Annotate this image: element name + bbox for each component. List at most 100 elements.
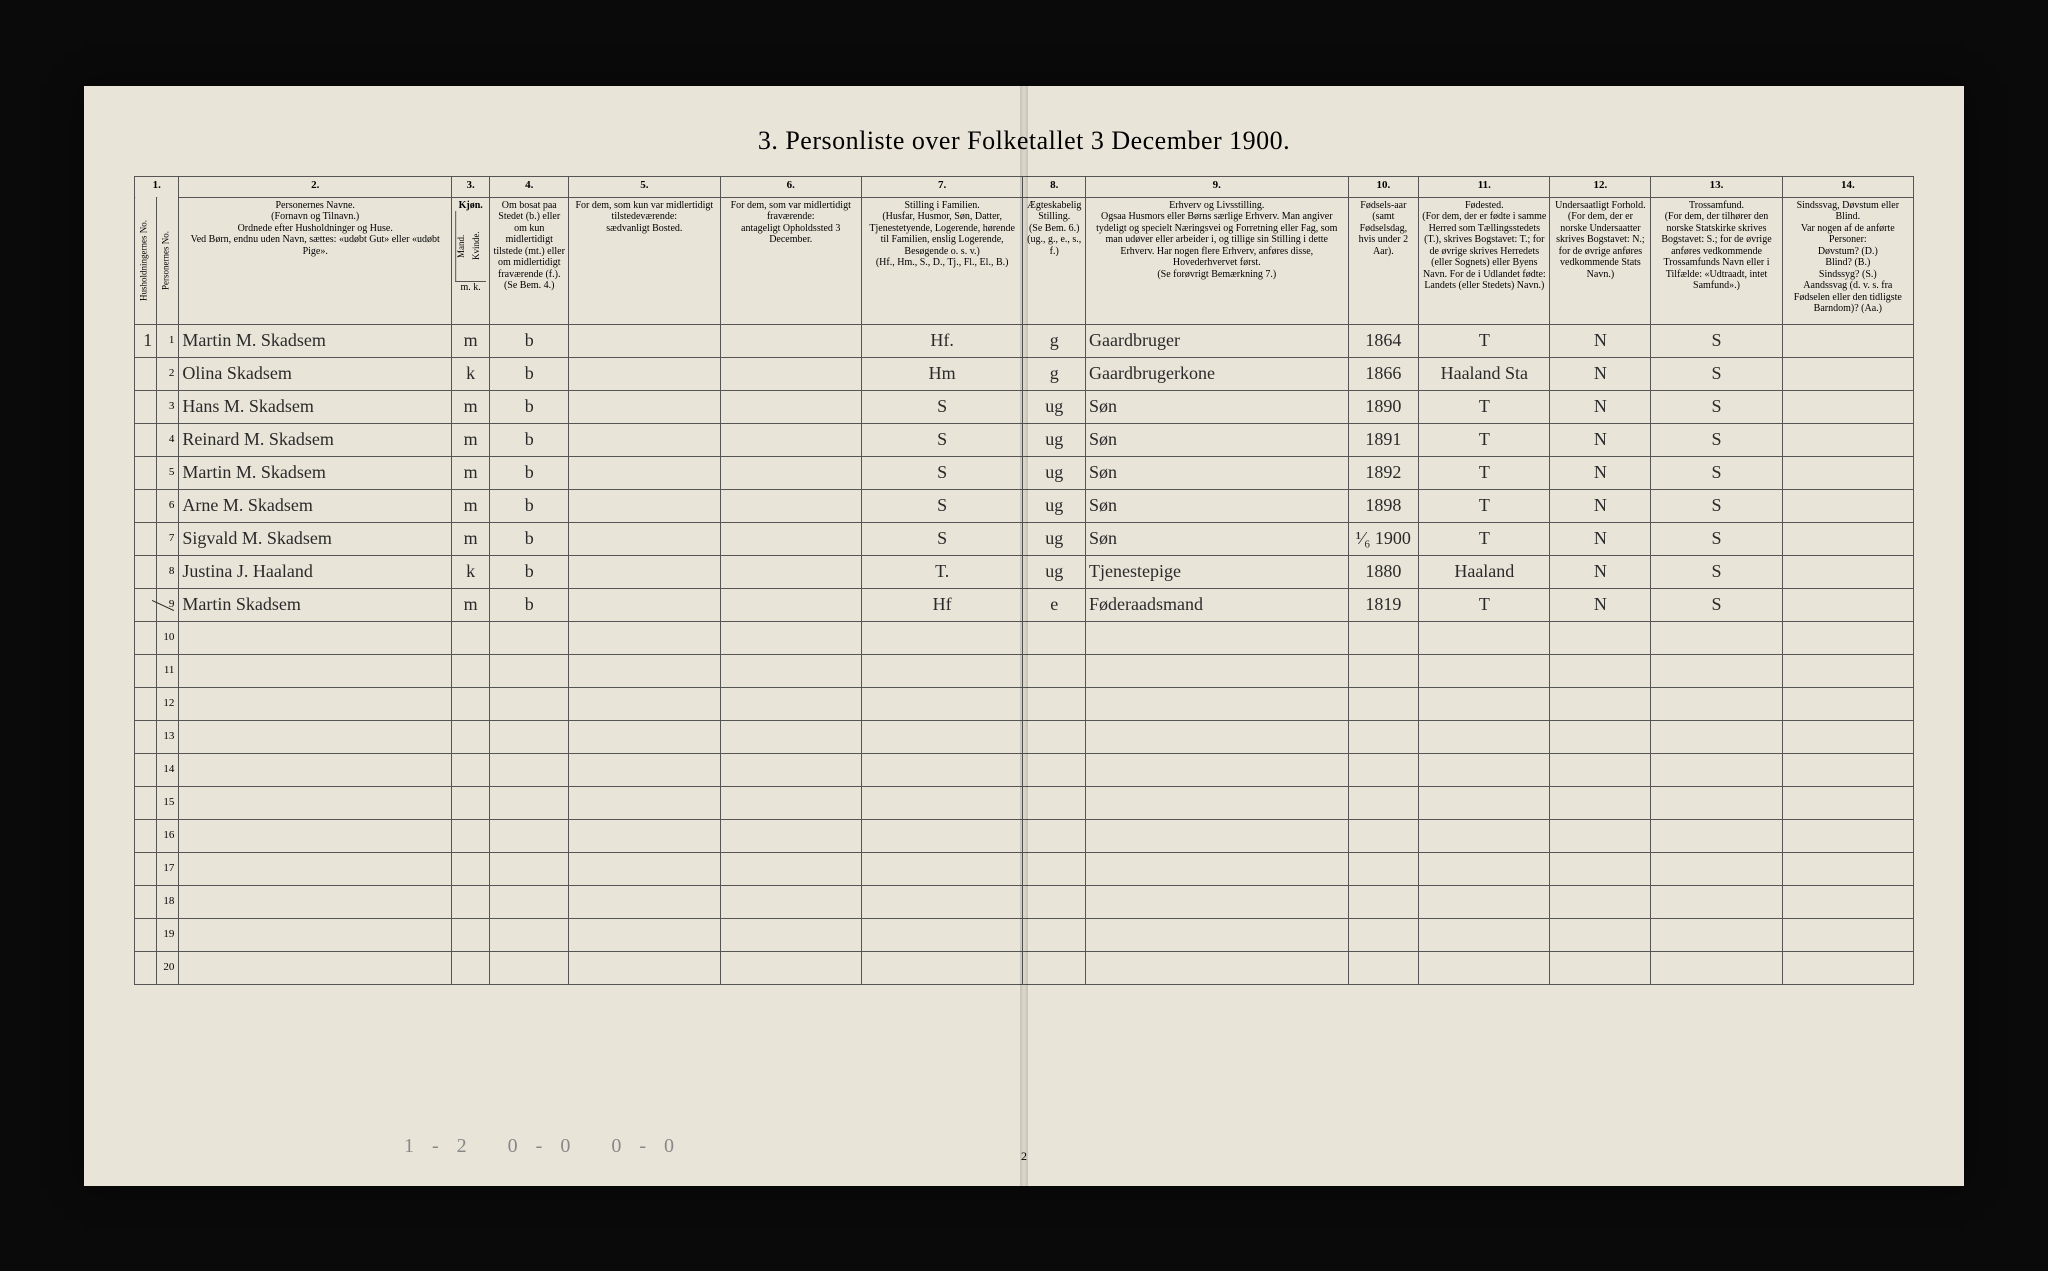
column-number: 2. xyxy=(179,176,452,197)
cell xyxy=(1651,885,1782,918)
cell xyxy=(452,786,490,819)
table-body: 11Martin M. SkadsemmbHf.gGaardbruger1864… xyxy=(135,324,1914,984)
cell xyxy=(1782,918,1913,951)
cell: Sigvald M. Skadsem xyxy=(179,522,452,555)
table-row: 7Sigvald M. SkadsemmbSugSøn¹⁄₆ 1900TNS xyxy=(135,522,1914,555)
cell xyxy=(1782,720,1913,753)
cell xyxy=(1782,819,1913,852)
cell xyxy=(1348,885,1419,918)
cell xyxy=(452,753,490,786)
cell xyxy=(569,687,720,720)
column-header: Stilling i Familien.(Husfar, Husmor, Søn… xyxy=(861,197,1023,324)
cell xyxy=(569,456,720,489)
cell xyxy=(490,654,569,687)
cell xyxy=(569,621,720,654)
cell xyxy=(1550,852,1651,885)
cell xyxy=(452,654,490,687)
cell xyxy=(720,588,861,621)
cell xyxy=(1550,753,1651,786)
cell xyxy=(569,390,720,423)
page-number: 2 xyxy=(1021,1149,1027,1164)
cell: N xyxy=(1550,357,1651,390)
cell xyxy=(1348,720,1419,753)
cell: e xyxy=(1023,588,1086,621)
cell xyxy=(1782,621,1913,654)
cell xyxy=(135,687,157,720)
cell: T xyxy=(1419,423,1550,456)
cell: b xyxy=(490,456,569,489)
cell: S xyxy=(861,423,1023,456)
cell xyxy=(452,621,490,654)
cell xyxy=(720,687,861,720)
cell xyxy=(1651,786,1782,819)
cell: N xyxy=(1550,324,1651,357)
column-header: Undersaatligt Forhold.(For dem, der er n… xyxy=(1550,197,1651,324)
cell: 7 xyxy=(157,522,179,555)
cell: 2 xyxy=(157,357,179,390)
cell: Søn xyxy=(1086,423,1349,456)
cell xyxy=(1086,654,1349,687)
cell xyxy=(1782,522,1913,555)
cell: S xyxy=(861,456,1023,489)
column-number: 11. xyxy=(1419,176,1550,197)
cell: b xyxy=(490,324,569,357)
cell: g xyxy=(1023,357,1086,390)
cell xyxy=(135,423,157,456)
cell: S xyxy=(1651,489,1782,522)
column-header: For dem, som var midlertidigt fraværende… xyxy=(720,197,861,324)
cell: Hans M. Skadsem xyxy=(179,390,452,423)
cell xyxy=(1550,819,1651,852)
column-number: 1. xyxy=(135,176,179,197)
cell: Hf. xyxy=(861,324,1023,357)
cell xyxy=(452,720,490,753)
cell xyxy=(135,555,157,588)
cell xyxy=(135,621,157,654)
table-row: 12 xyxy=(135,687,1914,720)
cell xyxy=(179,654,452,687)
cell: N xyxy=(1550,555,1651,588)
cell xyxy=(1782,753,1913,786)
cell: 19 xyxy=(157,918,179,951)
cell xyxy=(720,357,861,390)
cell xyxy=(1086,687,1349,720)
cell xyxy=(452,852,490,885)
cell xyxy=(861,885,1023,918)
cell xyxy=(1086,918,1349,951)
cell xyxy=(1419,951,1550,984)
cell: Hf xyxy=(861,588,1023,621)
table-row: 20 xyxy=(135,951,1914,984)
cell: Søn xyxy=(1086,522,1349,555)
cell: 1891 xyxy=(1348,423,1419,456)
cell xyxy=(720,621,861,654)
cell xyxy=(1023,654,1086,687)
cell: S xyxy=(861,489,1023,522)
cell: 1898 xyxy=(1348,489,1419,522)
column-header: Husholdningernes No. xyxy=(135,197,157,324)
table-row: 11 xyxy=(135,654,1914,687)
cell: S xyxy=(1651,324,1782,357)
cell: 8 xyxy=(157,555,179,588)
cell: m xyxy=(452,390,490,423)
table-row: 16 xyxy=(135,819,1914,852)
cell xyxy=(1550,951,1651,984)
cell: ug xyxy=(1023,555,1086,588)
cell xyxy=(490,951,569,984)
cell xyxy=(179,918,452,951)
cell xyxy=(490,852,569,885)
cell xyxy=(861,720,1023,753)
column-number: 12. xyxy=(1550,176,1651,197)
cell xyxy=(1023,918,1086,951)
cell: 9 xyxy=(157,588,179,621)
cell xyxy=(861,819,1023,852)
column-number: 3. xyxy=(452,176,490,197)
cell xyxy=(720,786,861,819)
cell xyxy=(1023,951,1086,984)
cell xyxy=(861,852,1023,885)
column-header: For dem, som kun var midlertidigt tilste… xyxy=(569,197,720,324)
cell xyxy=(1651,753,1782,786)
cell xyxy=(569,720,720,753)
table-row: 9Martin SkadsemmbHfeFøderaadsmand1819TNS xyxy=(135,588,1914,621)
cell xyxy=(135,522,157,555)
cell: Hm xyxy=(861,357,1023,390)
cell xyxy=(490,819,569,852)
